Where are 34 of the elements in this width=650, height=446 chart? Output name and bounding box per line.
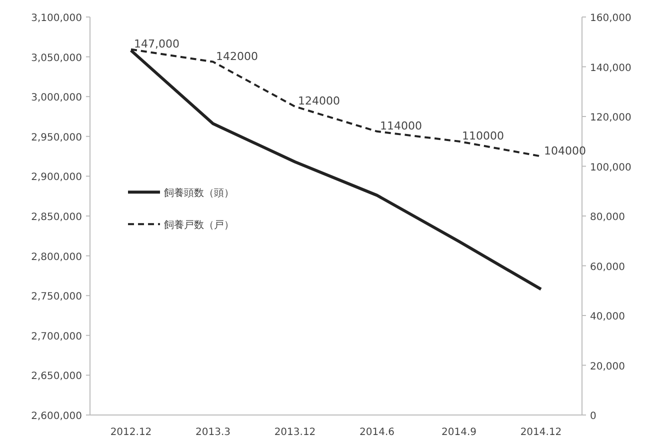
y2-tick-label: 100,000 xyxy=(590,162,632,174)
y-tick-label: 2,800,000 xyxy=(31,252,82,263)
y2-tick-label: 0 xyxy=(590,411,596,422)
x-tick-label: 2013.12 xyxy=(274,427,316,438)
x-tick-label: 2014.6 xyxy=(360,427,394,438)
data-label: 142000 xyxy=(216,50,258,63)
data-label: 114000 xyxy=(380,119,422,132)
data-label: 104000 xyxy=(544,144,586,158)
x-tick-label: 2014.12 xyxy=(520,427,562,438)
y2-tick-label: 80,000 xyxy=(590,212,625,223)
y-tick-label: 2,650,000 xyxy=(31,371,82,382)
y-tick-label: 2,700,000 xyxy=(31,331,82,342)
y-tick-label: 3,100,000 xyxy=(31,13,82,24)
y2-tick-label: 120,000 xyxy=(590,112,632,124)
legend-label: 飼養戸数（戸） xyxy=(164,219,234,232)
x-tick-label: 2014.9 xyxy=(442,427,476,438)
y-tick-label: 2,600,000 xyxy=(31,411,82,422)
y2-tick-label: 160,000 xyxy=(590,13,632,24)
y2-tick-label: 60,000 xyxy=(590,262,625,273)
y-tick-label: 2,950,000 xyxy=(31,132,82,144)
y-tick-label: 2,900,000 xyxy=(31,172,82,184)
y2-tick-label: 140,000 xyxy=(590,62,632,74)
y2-tick-label: 40,000 xyxy=(590,312,625,322)
x-tick-label: 2012.12 xyxy=(110,427,152,438)
y-tick-label: 3,000,000 xyxy=(31,92,82,104)
data-label: 110000 xyxy=(462,129,504,142)
legend-label: 飼養頭数（頭） xyxy=(164,187,234,200)
x-tick-label: 2013.3 xyxy=(196,427,230,438)
data-label: 147,000 xyxy=(134,37,180,50)
data-label: 124000 xyxy=(298,94,340,108)
y2-tick-label: 20,000 xyxy=(590,361,625,372)
y-tick-label: 2,750,000 xyxy=(31,292,82,303)
y-tick-label: 2,850,000 xyxy=(31,212,82,223)
y-tick-label: 3,050,000 xyxy=(31,52,82,64)
